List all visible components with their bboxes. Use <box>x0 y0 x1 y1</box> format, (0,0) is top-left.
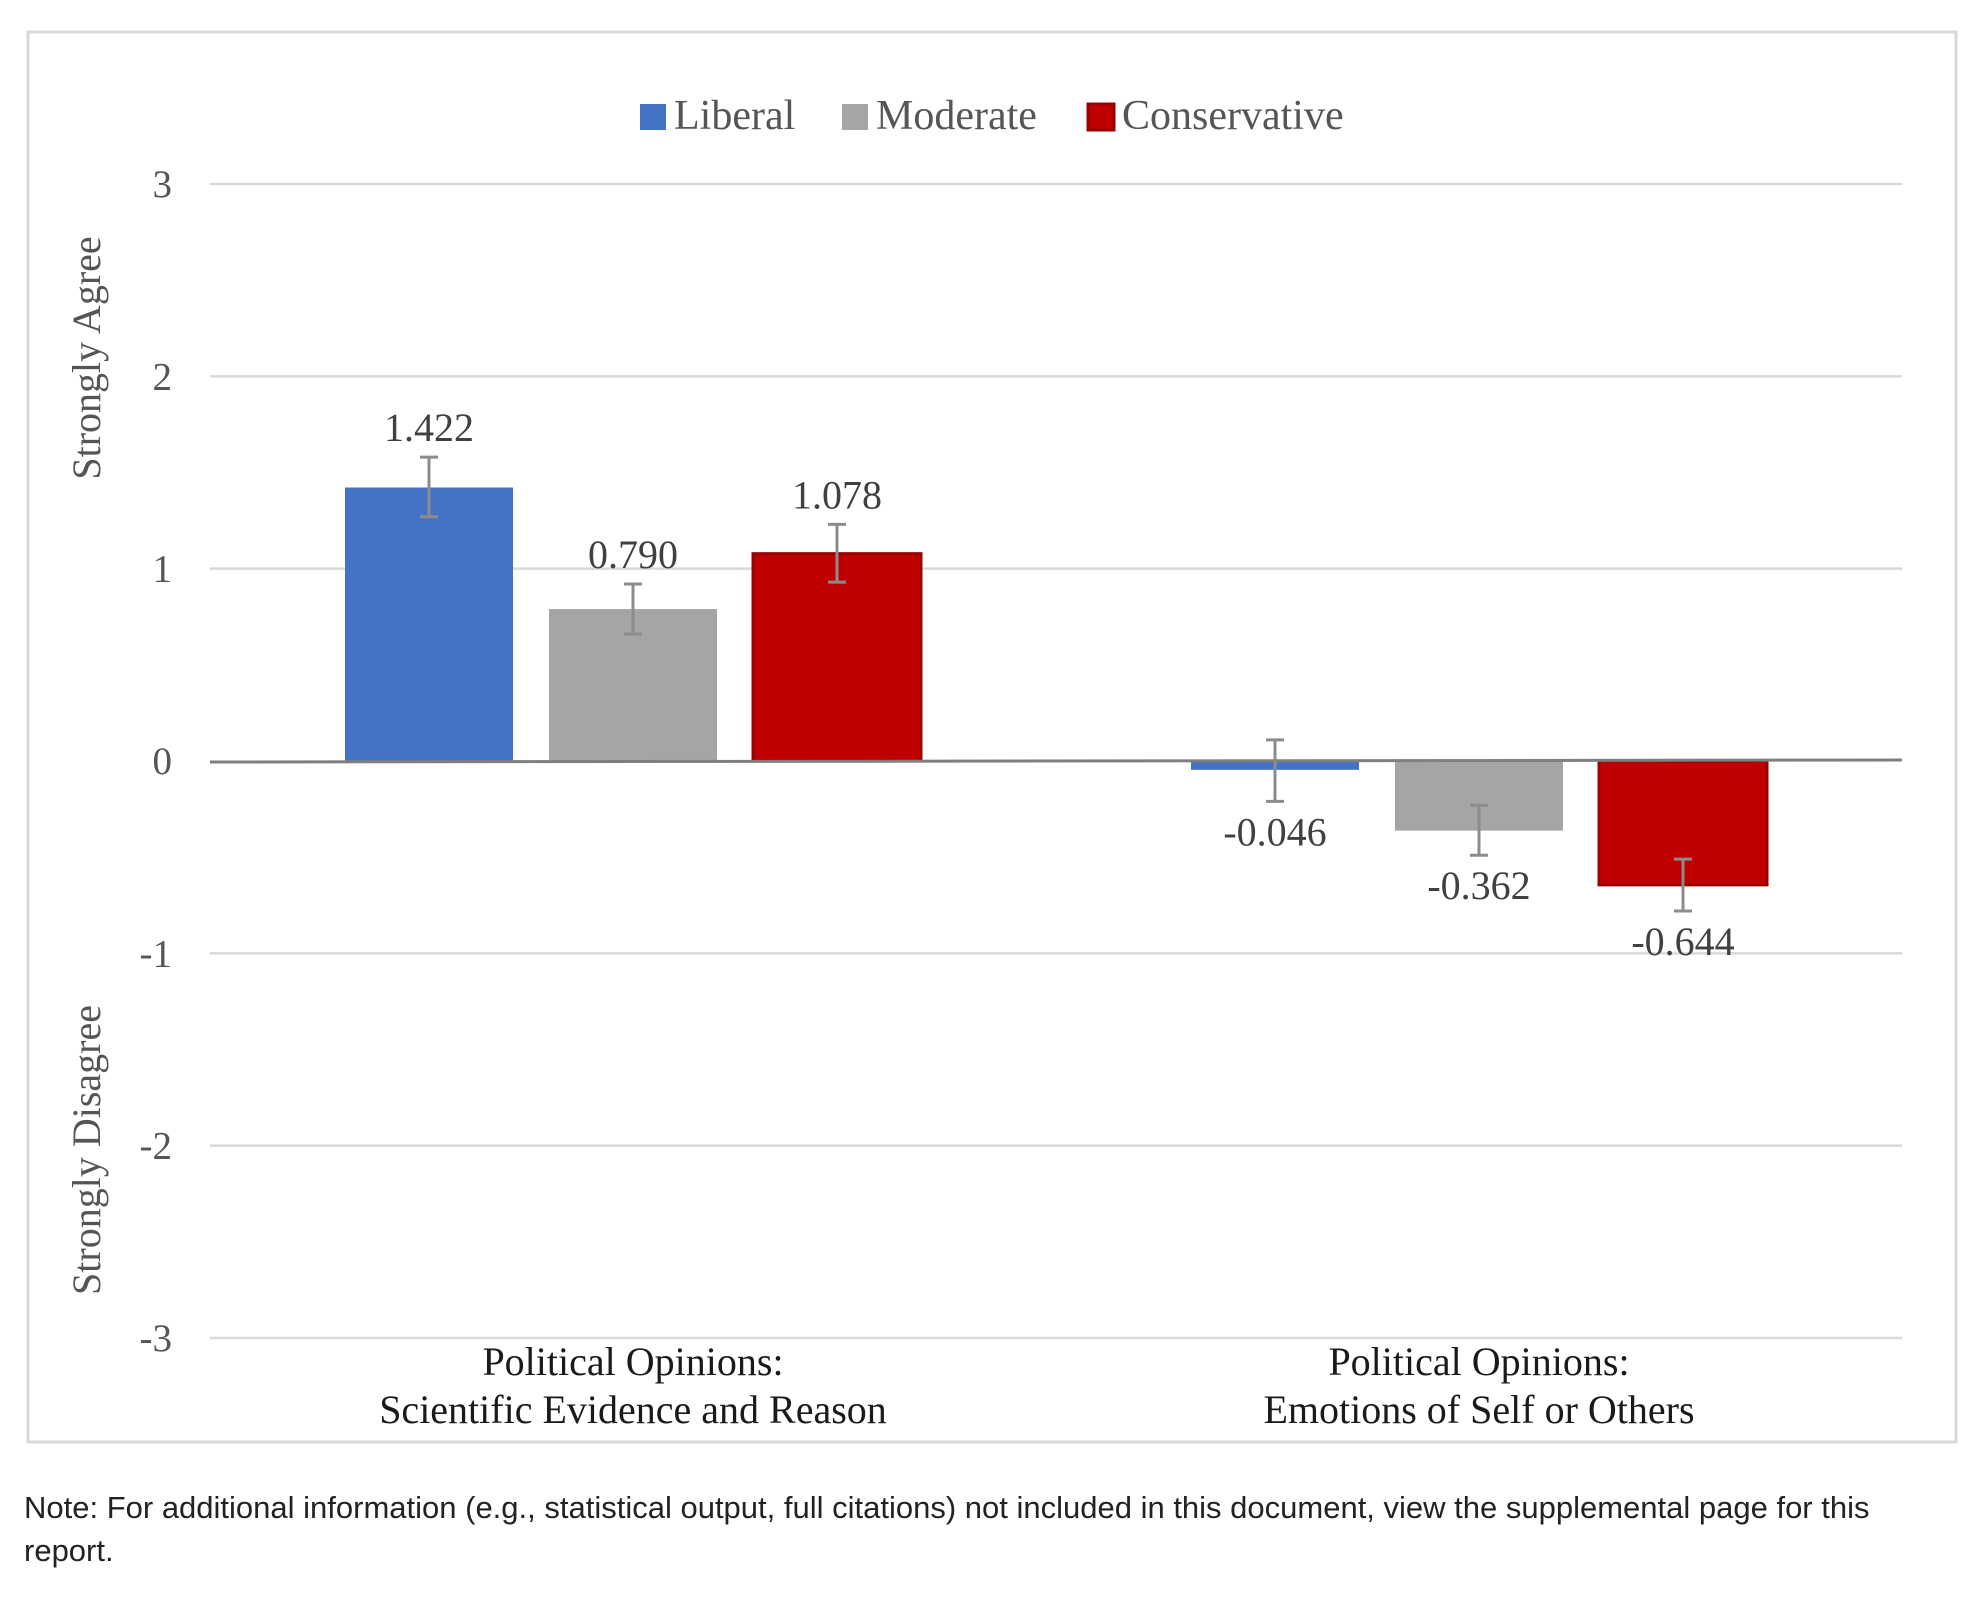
zero-axis-line <box>209 758 1903 764</box>
category-label: Political Opinions: <box>1328 1339 1629 1384</box>
data-label: -0.046 <box>1223 809 1326 854</box>
bars <box>345 487 1769 887</box>
legend-label-moderate: Moderate <box>876 93 1037 139</box>
category-labels: Political Opinions:Scientific Evidence a… <box>379 1339 1694 1432</box>
chart-frame <box>26 30 1958 1444</box>
y-tick-label: -3 <box>140 1317 173 1360</box>
category-label: Emotions of Self or Others <box>1263 1387 1694 1432</box>
data-label: -0.644 <box>1631 919 1734 964</box>
data-label: 0.790 <box>588 532 678 577</box>
y-axis-title-top: Strongly Agree <box>64 236 109 479</box>
error-bars <box>420 455 1692 913</box>
data-labels: 1.422 0.790 1.078 -0.046 -0.362 -0.644 <box>384 405 1735 964</box>
y-axis-title-bottom: Strongly Disagree <box>64 1005 109 1295</box>
y-tick-label: -2 <box>140 1125 173 1168</box>
legend: Liberal Moderate Conservative <box>640 93 1344 139</box>
y-tick-label: 0 <box>153 740 173 783</box>
bar-liberal-1 <box>345 487 513 761</box>
y-axis-titles: Strongly Agree Strongly Disagree <box>64 236 109 1295</box>
y-tick-label: 2 <box>153 355 173 398</box>
y-tick-label: -1 <box>140 932 173 975</box>
data-label: -0.362 <box>1427 863 1530 908</box>
y-tick-label: 1 <box>153 548 173 591</box>
category-label: Scientific Evidence and Reason <box>379 1387 887 1432</box>
legend-label-conservative: Conservative <box>1122 93 1344 139</box>
category-label: Political Opinions: <box>482 1339 783 1384</box>
legend-swatch-conservative <box>1086 102 1116 132</box>
data-label: 1.422 <box>384 405 474 450</box>
footnote: Note: For additional information (e.g., … <box>24 1490 1870 1568</box>
zero-line <box>209 758 1903 764</box>
legend-swatch-moderate <box>842 104 868 130</box>
legend-swatch-liberal <box>640 104 666 130</box>
legend-label-liberal: Liberal <box>674 93 795 139</box>
bar-conservative-1 <box>751 552 923 763</box>
y-axis-ticks: 3 2 1 0 -1 -2 -3 <box>140 163 173 1360</box>
data-label: 1.078 <box>792 472 882 517</box>
y-tick-label: 3 <box>153 163 173 206</box>
